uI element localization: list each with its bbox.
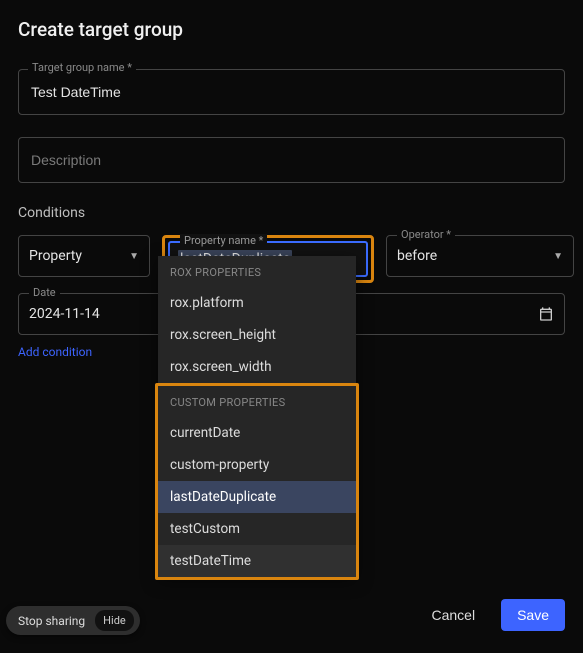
hide-sharing-button[interactable]: Hide <box>95 610 134 631</box>
description-input[interactable] <box>18 137 565 183</box>
page-title: Create target group <box>18 18 565 41</box>
stop-sharing-button[interactable]: Stop sharing <box>18 614 85 628</box>
dropdown-item[interactable]: rox.platform <box>158 287 356 319</box>
operator-label: Operator * <box>397 228 455 241</box>
dropdown-item[interactable]: testDateTime <box>158 545 356 577</box>
dropdown-item[interactable]: testCustom <box>158 513 356 545</box>
dropdown-item-selected[interactable]: lastDateDuplicate <box>158 481 356 513</box>
dropdown-item[interactable]: currentDate <box>158 417 356 449</box>
condition-type-select[interactable]: Property ▼ <box>18 235 150 277</box>
condition-type-value: Property <box>29 248 129 264</box>
target-group-name-label: Target group name * <box>28 61 136 74</box>
target-group-name-input[interactable] <box>18 69 565 115</box>
calendar-icon <box>538 306 554 322</box>
date-label: Date <box>29 286 60 299</box>
dropdown-item[interactable]: rox.screen_height <box>158 319 356 351</box>
property-dropdown: ROX PROPERTIES rox.platform rox.screen_h… <box>158 256 356 577</box>
footer-actions: Cancel Save <box>415 599 565 631</box>
conditions-label: Conditions <box>18 205 565 221</box>
dropdown-item[interactable]: custom-property <box>158 449 356 481</box>
dropdown-item[interactable]: rox.screen_width <box>158 351 356 383</box>
dropdown-group-header: ROX PROPERTIES <box>158 256 356 287</box>
add-condition-link[interactable]: Add condition <box>18 345 92 359</box>
chevron-down-icon: ▼ <box>553 251 563 262</box>
description-field <box>18 137 565 183</box>
chevron-down-icon: ▼ <box>129 251 139 262</box>
cancel-button[interactable]: Cancel <box>415 599 491 631</box>
operator-value: before <box>397 248 553 264</box>
dropdown-group-rox: ROX PROPERTIES rox.platform rox.screen_h… <box>158 256 356 383</box>
operator-select[interactable]: Operator * before ▼ <box>386 235 574 277</box>
dropdown-group-custom-highlight: CUSTOM PROPERTIES currentDate custom-pro… <box>155 383 359 580</box>
screen-share-pill: Stop sharing Hide <box>6 606 140 635</box>
target-group-name-field: Target group name * <box>18 69 565 115</box>
save-button[interactable]: Save <box>501 599 565 631</box>
dropdown-group-header: CUSTOM PROPERTIES <box>158 386 356 417</box>
property-name-label: Property name * <box>180 234 267 247</box>
